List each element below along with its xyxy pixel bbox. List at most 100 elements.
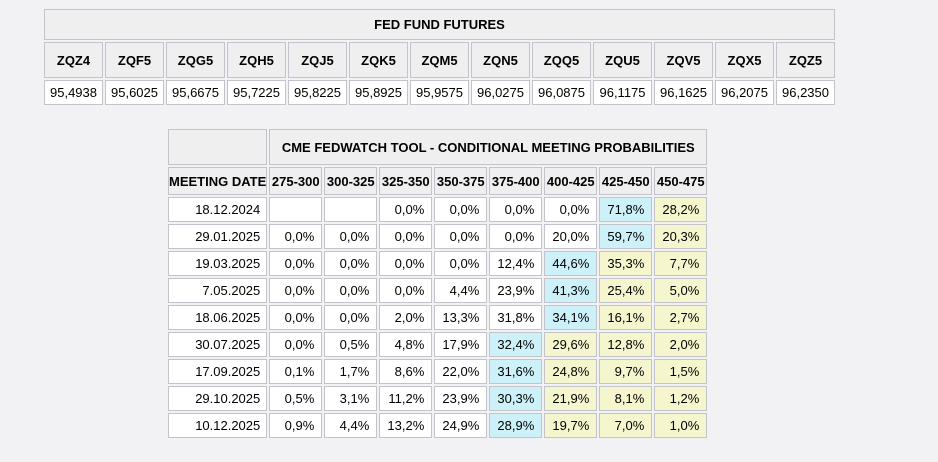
probability-cell: 21,9% bbox=[544, 386, 598, 411]
probability-cell: 0,0% bbox=[269, 332, 323, 357]
fed-fund-futures-table: FED FUND FUTURES ZQZ4 ZQF5 ZQG5 ZQH5 ZQJ… bbox=[42, 7, 837, 107]
probability-cell: 24,8% bbox=[544, 359, 598, 384]
meeting-date-cell: 17.09.2025 bbox=[168, 359, 268, 384]
fedwatch-table-title: CME FEDWATCH TOOL - CONDITIONAL MEETING … bbox=[269, 129, 708, 165]
futures-contract-header: ZQG5 bbox=[166, 42, 225, 78]
probability-cell: 34,1% bbox=[544, 305, 598, 330]
probability-cell: 5,0% bbox=[654, 278, 708, 303]
probability-cell: 12,4% bbox=[489, 251, 543, 276]
probability-cell: 59,7% bbox=[599, 224, 653, 249]
probability-cell: 8,6% bbox=[379, 359, 433, 384]
futures-contract-header: ZQV5 bbox=[654, 42, 713, 78]
rate-range-header: 325-350 bbox=[379, 167, 433, 195]
probability-cell: 0,0% bbox=[269, 251, 323, 276]
probability-cell: 13,2% bbox=[379, 413, 433, 438]
probability-cell bbox=[269, 197, 323, 222]
futures-price-cell: 95,7225 bbox=[227, 80, 286, 105]
meeting-date-cell: 10.12.2025 bbox=[168, 413, 268, 438]
futures-price-cell: 95,6675 bbox=[166, 80, 225, 105]
meeting-date-cell: 7.05.2025 bbox=[168, 278, 268, 303]
futures-contract-header: ZQQ5 bbox=[532, 42, 591, 78]
probability-cell: 2,0% bbox=[379, 305, 433, 330]
probability-cell: 7,7% bbox=[654, 251, 708, 276]
table-row: 29.01.2025 0,0% 0,0% 0,0% 0,0% 0,0% 20,0… bbox=[168, 224, 708, 249]
probability-cell: 11,2% bbox=[379, 386, 433, 411]
table-row: MEETING DATE 275-300 300-325 325-350 350… bbox=[168, 167, 708, 195]
futures-price-cell: 95,8225 bbox=[288, 80, 347, 105]
probability-cell: 0,0% bbox=[379, 224, 433, 249]
probability-cell: 25,4% bbox=[599, 278, 653, 303]
futures-contract-header: ZQF5 bbox=[105, 42, 164, 78]
probability-cell: 0,5% bbox=[324, 332, 378, 357]
probability-cell: 0,0% bbox=[434, 251, 488, 276]
probability-cell: 0,0% bbox=[324, 278, 378, 303]
probability-cell: 44,6% bbox=[544, 251, 598, 276]
futures-price-cell: 95,9575 bbox=[410, 80, 469, 105]
probability-cell: 0,0% bbox=[489, 197, 543, 222]
probability-cell: 24,9% bbox=[434, 413, 488, 438]
meeting-date-cell: 19.03.2025 bbox=[168, 251, 268, 276]
probability-cell: 0,0% bbox=[434, 197, 488, 222]
futures-contract-header: ZQX5 bbox=[715, 42, 774, 78]
probability-cell: 0,0% bbox=[379, 251, 433, 276]
probability-cell: 0,0% bbox=[324, 251, 378, 276]
probability-cell: 1,2% bbox=[654, 386, 708, 411]
futures-contract-header: ZQU5 bbox=[593, 42, 652, 78]
probability-cell: 1,5% bbox=[654, 359, 708, 384]
probability-cell: 9,7% bbox=[599, 359, 653, 384]
probability-cell: 4,4% bbox=[324, 413, 378, 438]
probability-cell: 30,3% bbox=[489, 386, 543, 411]
probability-cell: 4,8% bbox=[379, 332, 433, 357]
futures-price-cell: 96,1175 bbox=[593, 80, 652, 105]
table-row: 7.05.2025 0,0% 0,0% 0,0% 4,4% 23,9% 41,3… bbox=[168, 278, 708, 303]
meeting-date-cell: 18.12.2024 bbox=[168, 197, 268, 222]
probability-cell: 31,6% bbox=[489, 359, 543, 384]
meeting-date-header: MEETING DATE bbox=[168, 167, 268, 195]
table-row: 95,4938 95,6025 95,6675 95,7225 95,8225 … bbox=[44, 80, 835, 105]
table-row: CME FEDWATCH TOOL - CONDITIONAL MEETING … bbox=[168, 129, 708, 165]
table-row: 30.07.2025 0,0% 0,5% 4,8% 17,9% 32,4% 29… bbox=[168, 332, 708, 357]
probability-cell: 16,1% bbox=[599, 305, 653, 330]
probability-cell: 3,1% bbox=[324, 386, 378, 411]
probability-cell: 0,0% bbox=[489, 224, 543, 249]
rate-range-header: 400-425 bbox=[544, 167, 598, 195]
meeting-date-cell: 18.06.2025 bbox=[168, 305, 268, 330]
probability-cell: 0,0% bbox=[379, 278, 433, 303]
probability-cell: 2,0% bbox=[654, 332, 708, 357]
probability-cell: 23,9% bbox=[434, 386, 488, 411]
probability-cell: 12,8% bbox=[599, 332, 653, 357]
futures-contract-header: ZQZ5 bbox=[776, 42, 835, 78]
probability-cell: 35,3% bbox=[599, 251, 653, 276]
probability-cell: 0,0% bbox=[269, 278, 323, 303]
table-row: ZQZ4 ZQF5 ZQG5 ZQH5 ZQJ5 ZQK5 ZQM5 ZQN5 … bbox=[44, 42, 835, 78]
table-row: 19.03.2025 0,0% 0,0% 0,0% 0,0% 12,4% 44,… bbox=[168, 251, 708, 276]
probability-cell: 0,0% bbox=[324, 224, 378, 249]
rate-range-header: 375-400 bbox=[489, 167, 543, 195]
table-row: 18.06.2025 0,0% 0,0% 2,0% 13,3% 31,8% 34… bbox=[168, 305, 708, 330]
futures-price-cell: 96,0875 bbox=[532, 80, 591, 105]
probability-cell: 20,3% bbox=[654, 224, 708, 249]
rate-range-header: 300-325 bbox=[324, 167, 378, 195]
probability-cell: 1,7% bbox=[324, 359, 378, 384]
probability-cell: 0,1% bbox=[269, 359, 323, 384]
rate-range-header: 275-300 bbox=[269, 167, 323, 195]
futures-contract-header: ZQM5 bbox=[410, 42, 469, 78]
probability-cell: 22,0% bbox=[434, 359, 488, 384]
futures-price-cell: 95,6025 bbox=[105, 80, 164, 105]
futures-contract-header: ZQK5 bbox=[349, 42, 408, 78]
probability-cell: 32,4% bbox=[489, 332, 543, 357]
probability-cell: 4,4% bbox=[434, 278, 488, 303]
futures-price-cell: 96,2075 bbox=[715, 80, 774, 105]
futures-price-cell: 95,8925 bbox=[349, 80, 408, 105]
probability-cell: 20,0% bbox=[544, 224, 598, 249]
table-row: 17.09.2025 0,1% 1,7% 8,6% 22,0% 31,6% 24… bbox=[168, 359, 708, 384]
rate-range-header: 450-475 bbox=[654, 167, 708, 195]
probability-cell: 28,9% bbox=[489, 413, 543, 438]
futures-price-cell: 95,4938 bbox=[44, 80, 103, 105]
table-row: FED FUND FUTURES bbox=[44, 9, 835, 40]
probability-cell: 28,2% bbox=[654, 197, 708, 222]
probability-cell: 0,0% bbox=[324, 305, 378, 330]
table-row: 10.12.2025 0,9% 4,4% 13,2% 24,9% 28,9% 1… bbox=[168, 413, 708, 438]
probability-cell: 8,1% bbox=[599, 386, 653, 411]
